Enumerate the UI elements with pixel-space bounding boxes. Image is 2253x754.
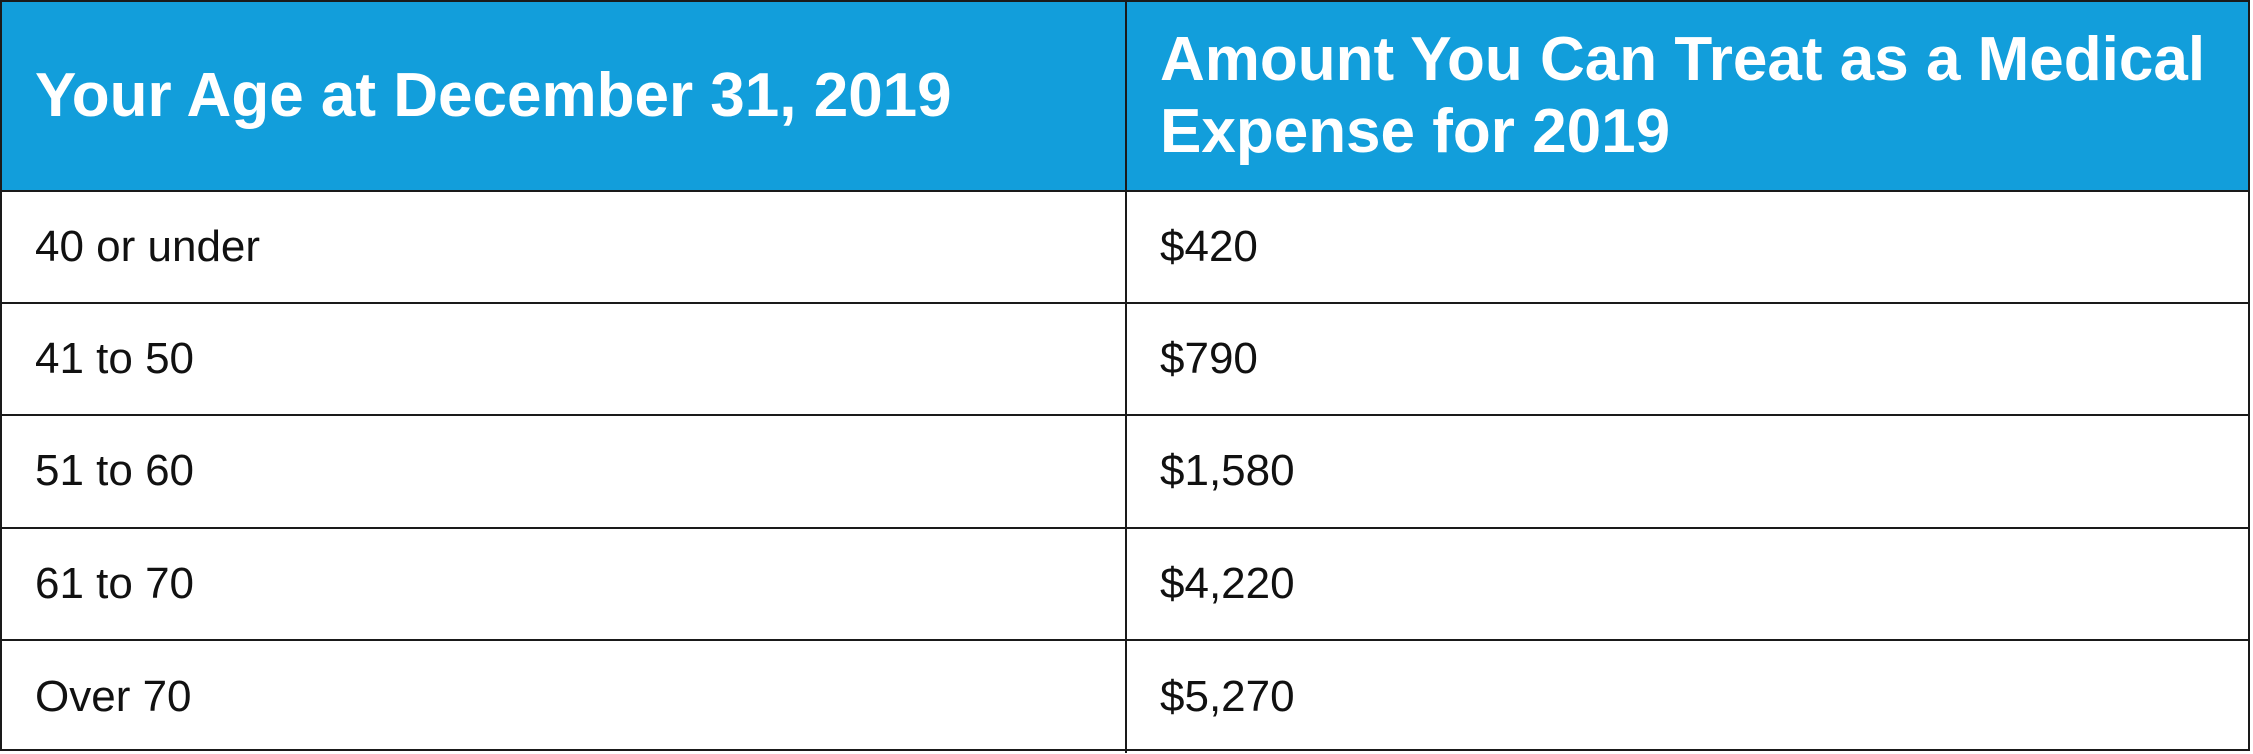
table-row: 51 to 60 $1,580 xyxy=(2,416,2248,529)
table-header-row: Your Age at December 31, 2019 Amount You… xyxy=(2,2,2248,192)
amount-cell: $5,270 xyxy=(1160,671,1295,721)
amount-cell: $420 xyxy=(1160,222,1258,272)
table-row: Over 70 $5,270 xyxy=(2,640,2248,753)
table-row: 61 to 70 $4,220 xyxy=(2,528,2248,641)
table-row: 40 or under $420 xyxy=(2,192,2248,305)
table-row: 41 to 50 $790 xyxy=(2,304,2248,417)
age-cell: 61 to 70 xyxy=(2,528,1127,639)
amount-cell: $1,580 xyxy=(1160,446,1295,496)
age-cell: 41 to 50 xyxy=(2,304,1127,415)
header-age: Your Age at December 31, 2019 xyxy=(2,2,1127,190)
header-amount: Amount You Can Treat as a Medical Expens… xyxy=(1160,25,2206,166)
age-cell: 40 or under xyxy=(2,192,1127,303)
amount-cell: $790 xyxy=(1160,334,1258,384)
age-cell: Over 70 xyxy=(2,640,1127,753)
age-cell: 51 to 60 xyxy=(2,416,1127,527)
amount-cell: $4,220 xyxy=(1160,558,1295,608)
